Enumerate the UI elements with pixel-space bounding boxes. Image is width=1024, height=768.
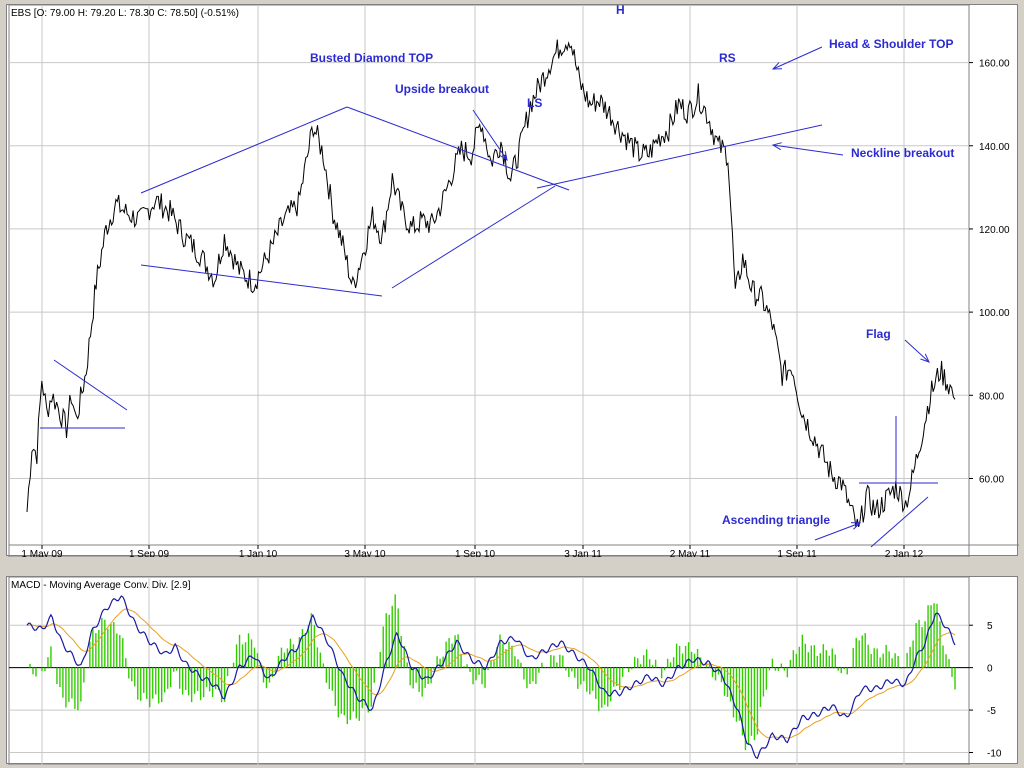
ascending-triangle-arrow-head [850, 522, 862, 530]
annotation-busted-diamond: Busted Diamond TOP [310, 51, 434, 65]
price-chart: 60.00 80.00 100.00 120.00 140.00 160.00 1 May … [8, 5, 1019, 557]
macd-y-tick-label: -5 [987, 706, 996, 717]
macd-line [26, 595, 956, 760]
y-tick-label: 120.00 [979, 225, 1010, 236]
x-tick-label: 1 Jan 10 [239, 549, 278, 557]
macd-chart-title: MACD - Moving Average Conv. Div. [2.9] [11, 580, 191, 591]
macd-chart: -10 -5 0 5 [8, 577, 1002, 765]
upside-breakout-arrow [472, 109, 508, 161]
y-tick-label: 160.00 [979, 59, 1010, 70]
y-tick-label: 80.00 [979, 391, 1004, 402]
macd-y-tick-label: 0 [987, 664, 993, 675]
x-tick-label: 3 Jan 11 [564, 549, 602, 557]
neckline-breakout-arrow-head [771, 142, 782, 151]
annotation-upside-breakout: Upside breakout [395, 82, 490, 96]
annotation-flag: Flag [866, 327, 891, 341]
x-tick-label: 1 Sep 10 [455, 549, 495, 557]
annotation-left-shoulder: LS [527, 96, 543, 110]
flag-upper-trendline [53, 359, 128, 411]
diamond-upper-left-line [140, 106, 348, 194]
price-chart-panel: 60.00 80.00 100.00 120.00 140.00 160.00 1 May … [6, 3, 1019, 557]
x-tick-label: 2 Jan 12 [885, 549, 924, 557]
neckline-trendline [536, 124, 823, 189]
macd-signal-line [26, 608, 956, 739]
price-chart-title: EBS [O: 79.00 H: 79.20 L: 78.30 C: 78.50… [11, 8, 239, 19]
ascending-triangle-arrow [814, 522, 861, 541]
annotation-head: H [616, 3, 625, 17]
macd-y-tick-label: 5 [987, 621, 993, 632]
diamond-upper-right-line [346, 106, 570, 191]
head-shoulder-arrow-head [771, 62, 783, 70]
x-tick-label: 3 May 10 [344, 549, 386, 557]
neckline-breakout-arrow [772, 144, 844, 156]
annotation-head-shoulder-top: Head & Shoulder TOP [829, 37, 954, 51]
y-tick-label: 140.00 [979, 142, 1010, 153]
x-tick-label: 1 Sep 11 [777, 549, 817, 557]
triangle-support-line [870, 496, 929, 548]
x-tick-label: 1 May 09 [21, 549, 63, 557]
x-tick-label: 1 Sep 09 [129, 549, 169, 557]
y-tick-label: 60.00 [979, 474, 1004, 485]
diamond-lower-right-line [391, 185, 556, 289]
annotation-right-shoulder: RS [719, 51, 736, 65]
macd-y-tick-label: -10 [987, 749, 1002, 760]
flag-arrow [904, 339, 930, 363]
head-shoulder-arrow [772, 46, 823, 70]
x-tick-label: 2 May 11 [670, 549, 711, 557]
diamond-lower-left-line [140, 264, 383, 297]
annotation-ascending-triangle: Ascending triangle [722, 513, 831, 527]
upside-breakout-arrow-head [499, 151, 508, 162]
macd-chart-panel: -10 -5 0 5 MACD - Moving Average Conv. Div.… [6, 576, 1018, 765]
price-series [26, 39, 956, 528]
annotation-neckline-breakout: Neckline breakout [851, 146, 955, 160]
y-tick-label: 100.00 [979, 308, 1010, 319]
flag-arrow-head [920, 353, 930, 363]
